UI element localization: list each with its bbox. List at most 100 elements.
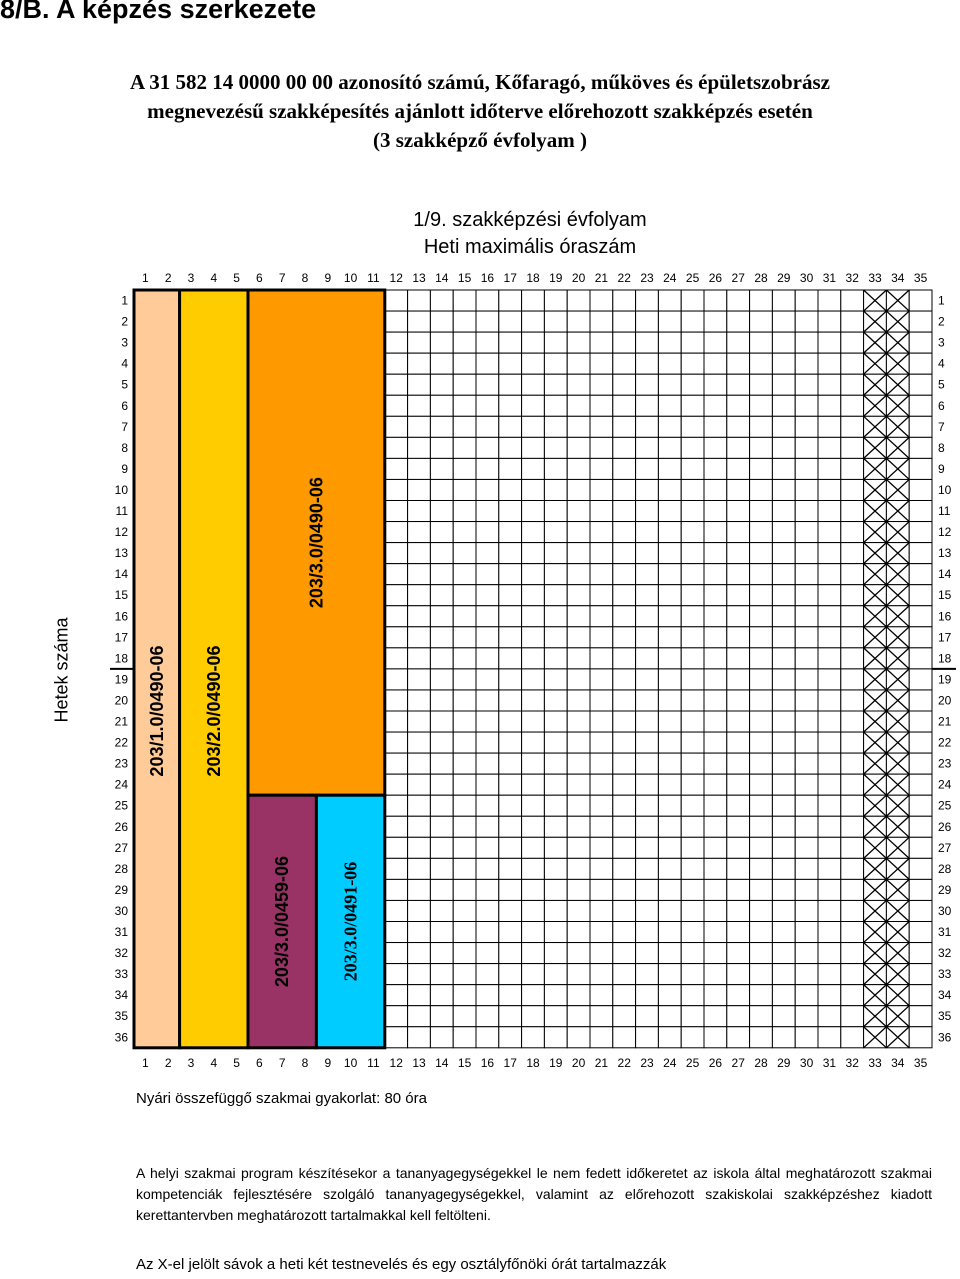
row-number: 5 [938, 378, 945, 392]
grid-cell [566, 899, 591, 923]
x-mark [885, 415, 910, 438]
grid-cell [908, 1026, 933, 1049]
x-mark [885, 478, 910, 501]
grid-cell [429, 689, 454, 712]
row-number: 12 [938, 525, 952, 539]
grid-cell [680, 563, 705, 586]
grid-cell [635, 542, 659, 565]
grid-cell [566, 984, 591, 1007]
grid-cell [589, 289, 614, 312]
row-number: 36 [938, 1030, 952, 1044]
grid-cell [407, 1026, 431, 1049]
x-mark [885, 542, 910, 565]
x-mark [863, 668, 887, 691]
grid-cell [452, 436, 477, 459]
grid-cell [680, 521, 705, 544]
grid-cell [726, 352, 751, 375]
row-number: 4 [938, 357, 945, 371]
x-mark [885, 1026, 910, 1049]
grid-cell [749, 836, 773, 859]
grid-cell [840, 415, 865, 438]
grid-cell [498, 710, 523, 733]
grid-cell [612, 563, 637, 586]
grid-cell [817, 921, 842, 944]
grid-cell [589, 984, 614, 1007]
column-number: 23 [640, 271, 654, 285]
row-number: 14 [938, 567, 952, 581]
grid-cell [749, 584, 773, 607]
grid-cell [771, 1005, 796, 1028]
grid-cell [794, 563, 819, 586]
grid-cell [612, 815, 637, 838]
grid-cell [635, 563, 659, 586]
grid-cell [703, 710, 728, 733]
grid-cell [794, 731, 819, 754]
grid-cell [498, 752, 523, 775]
grid-cell [635, 668, 659, 691]
grid-cell [680, 352, 705, 375]
x-mark [885, 626, 910, 649]
grid-cell [771, 836, 796, 859]
grid-cell [452, 584, 477, 607]
grid-cell [771, 899, 796, 923]
grid-cell [726, 542, 751, 565]
grid-cell [771, 878, 796, 901]
row-number: 30 [938, 904, 952, 918]
grid-cell [908, 836, 933, 859]
grid-cell [384, 542, 409, 565]
x-mark [885, 289, 910, 312]
grid-cell [543, 457, 568, 480]
grid-cell [612, 457, 637, 480]
grid-cell [703, 331, 728, 354]
grid-cell [794, 310, 819, 333]
grid-cell [521, 942, 545, 965]
grid-cell [817, 310, 842, 333]
x-mark [885, 689, 910, 712]
grid-cell [612, 1005, 637, 1028]
grid-cell [657, 731, 682, 754]
grid-cell [384, 478, 409, 502]
grid-cell [794, 542, 819, 565]
grid-cell [840, 331, 865, 354]
grid-cell [429, 731, 454, 754]
grid-cell [384, 857, 409, 880]
grid-cell [543, 310, 568, 333]
column-number: 22 [618, 271, 632, 285]
grid-cell [566, 352, 591, 375]
grid-cell [680, 710, 705, 733]
row-number: 34 [115, 988, 129, 1002]
grid-cell [475, 415, 500, 438]
x-mark [863, 352, 887, 375]
grid-cell [703, 899, 728, 923]
grid-cell [521, 436, 545, 459]
grid-cell [657, 289, 682, 312]
grid-cell [771, 752, 796, 775]
grid-cell [657, 857, 682, 880]
grid-cell [726, 647, 751, 670]
grid-cell [429, 373, 454, 396]
grid-cell [407, 415, 431, 438]
grid-cell [384, 773, 409, 796]
grid-cell [498, 352, 523, 375]
grid-cell [543, 836, 568, 859]
grid-cell [771, 289, 796, 312]
x-mark [885, 857, 910, 880]
row-number: 2 [121, 315, 128, 329]
grid-cell [407, 436, 431, 459]
grid-cell [589, 899, 614, 923]
grid-cell [840, 1026, 865, 1049]
grid-cell [612, 415, 637, 438]
grid-cell [771, 352, 796, 375]
grid-cell [384, 921, 409, 944]
grid-cell [498, 331, 523, 354]
grid-cell [384, 352, 409, 375]
grid-cell [657, 563, 682, 586]
grid-cell [566, 668, 591, 691]
column-number: 35 [914, 271, 928, 285]
row-number: 4 [121, 357, 128, 371]
grid-cell [635, 815, 659, 838]
column-number: 6 [256, 1056, 263, 1070]
grid-cell [817, 773, 842, 796]
grid-cell [635, 773, 659, 796]
grid-cell [840, 373, 865, 396]
